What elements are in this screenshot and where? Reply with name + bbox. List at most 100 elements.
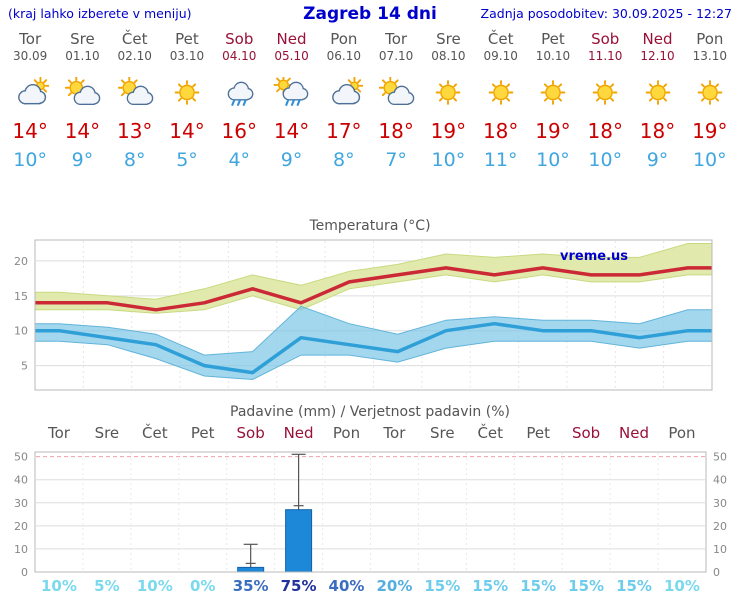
day-high-temp: 18° [482,119,519,143]
precip-day-label: Čet [477,424,504,442]
precip-probability: 5% [94,577,120,595]
precip-day-labels: Tor Sre Čet Pet Sob Ned Pon Tor Sre Čet Pet Sob Ned P… [0,424,740,442]
day-high-temp: 14° [273,119,310,143]
precip-probability: 10% [136,577,173,595]
svg-text:40: 40 [713,474,727,487]
sun-cloud-icon [56,64,108,116]
precip-bar [237,566,265,573]
precip-probability: 15% [568,577,605,595]
low-temp-line [35,321,712,375]
day-high-temp: 18° [587,119,623,143]
rain-sun-icon [265,64,317,116]
day-high-temp: 19° [535,119,571,143]
precipitation-chart-title: Padavine (mm) / Verjetnost padavin (%) [230,404,510,420]
day-column[interactable]: Tor 30.09 14° 10° [4,30,56,172]
day-column[interactable]: Čet 09.10 18° 11° [475,30,527,172]
day-column[interactable]: Pon 06.10 17° 8° [318,30,370,172]
precip-day-label: Ned [619,424,650,442]
day-low-temp: 10° [431,149,466,171]
precip-probability: 20% [376,577,413,595]
svg-text:30: 30 [713,497,727,510]
day-high-temp: 18° [639,119,676,143]
day-name: Sre [70,30,95,48]
day-name: Ned [276,30,307,48]
high-temp-line [35,266,712,312]
day-low-temp: 10° [588,149,623,171]
day-column[interactable]: Sob 11.10 18° 10° [579,30,631,172]
sun-icon [684,64,736,116]
day-low-temp: 9° [280,149,303,171]
precip-probability-row: 10% 5% 10% 0% 35% 75% 40% 20% 15% 15% 15% 15% 15% 10% [0,577,740,595]
precip-day-label: Čet [142,424,168,442]
day-high-temp: 18° [378,119,414,143]
day-high-temp: 19° [692,119,728,143]
day-high-temp: 14° [12,119,48,143]
last-updated: Zadnja posodobitev: 30.09.2025 - 12:27 [480,6,732,21]
day-date: 09.10 [483,49,518,63]
day-date: 04.10 [222,49,257,63]
day-date: 03.10 [169,49,205,63]
day-low-temp: 11° [483,149,518,171]
precip-probability: 10% [663,577,700,595]
svg-text:50: 50 [14,451,28,464]
day-name: Pon [696,30,724,48]
precip-day-label: Sob [571,424,601,442]
day-column[interactable]: Pon 13.10 19° 10° [684,30,736,172]
precip-day-label: Pon [668,424,696,442]
precip-probability: 0% [189,577,216,595]
day-low-temp: 10° [536,149,570,171]
day-date: 06.10 [326,49,361,63]
svg-text:10: 10 [14,325,28,338]
day-name: Tor [19,30,42,48]
temperature-chart: 5 10 15 20 vreme.us [14,239,713,391]
day-column[interactable]: Sre 01.10 14° 9° [56,30,108,172]
precip-probability: 15% [424,577,461,595]
sun-cloud-icon [109,64,161,116]
sun-icon [527,64,579,116]
svg-text:10: 10 [14,543,28,556]
day-low-temp: 9° [71,149,94,171]
day-column[interactable]: Pet 10.10 19° 10° [527,30,579,172]
day-date: 08.10 [431,49,466,63]
day-high-temp: 16° [221,119,257,143]
day-name: Pet [541,30,565,48]
day-date: 10.10 [535,49,571,63]
precip-probability: 10% [41,577,77,595]
watermark: vreme.us [560,249,628,264]
svg-text:30: 30 [14,497,28,510]
day-low-temp: 4° [228,149,251,171]
day-name: Pet [175,30,199,48]
day-name: Sre [436,30,461,48]
day-name: Pon [330,30,358,48]
day-high-temp: 14° [64,119,101,143]
precip-day-label: Pet [190,424,215,442]
day-column[interactable]: Pet 03.10 14° 5° [161,30,213,172]
day-column[interactable]: Tor 07.10 18° 7° [370,30,422,172]
precipitation-chart: 0 0 10 10 20 20 30 30 40 40 50 50 [14,451,727,578]
day-date: 11.10 [588,49,623,63]
day-low-temp: 10° [692,149,727,171]
day-low-temp: 10° [13,149,47,171]
rain-icon [213,64,265,116]
day-date: 13.10 [692,49,727,63]
day-high-temp: 19° [430,119,467,143]
precip-day-label: Pon [332,424,361,442]
day-name: Ned [642,30,673,48]
svg-text:20: 20 [14,255,28,268]
day-date: 07.10 [378,49,414,63]
day-column[interactable]: Ned 12.10 18° 9° [631,30,683,172]
sun-icon [579,64,631,116]
day-column[interactable]: Čet 02.10 13° 8° [109,30,161,172]
precip-probability: 15% [520,577,557,595]
day-column[interactable]: Ned 05.10 14° 9° [265,30,317,172]
sun-cloud-icon [370,64,422,116]
svg-text:15: 15 [14,290,28,303]
svg-text:50: 50 [713,451,727,464]
day-date: 30.09 [12,49,48,63]
svg-text:5: 5 [21,360,28,373]
precip-probability: 40% [328,577,365,595]
day-column[interactable]: Sob 04.10 16° 4° [213,30,265,172]
day-column[interactable]: Sre 08.10 19° 10° [422,30,474,172]
precip-probability: 15% [472,577,509,595]
